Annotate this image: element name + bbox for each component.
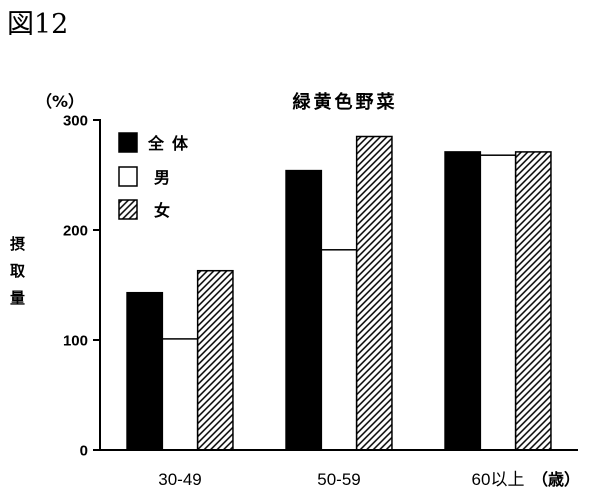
bar-male-group-1 xyxy=(161,338,199,451)
y-tick-label: 200 xyxy=(63,223,88,240)
axes xyxy=(99,119,578,451)
bar-total-group-3 xyxy=(444,151,482,451)
x-tick-label: 50-59 xyxy=(317,470,360,489)
legend-swatch-male xyxy=(118,166,138,187)
bar-male-group-2 xyxy=(320,249,358,451)
y-tick-label: 0 xyxy=(80,443,88,460)
y-tick-label: 300 xyxy=(63,113,88,130)
x-tick-label: 60以上 xyxy=(472,470,525,489)
y-tick-label: 100 xyxy=(63,333,88,350)
bars xyxy=(126,135,552,451)
legend-label-total: 全体 xyxy=(147,134,196,153)
bar-total-group-1 xyxy=(126,291,164,451)
bar-total-group-2 xyxy=(285,169,323,451)
y-axis-unit: （%） xyxy=(36,92,84,111)
bar-female-group-1 xyxy=(196,269,234,451)
legend-label-female: 女 xyxy=(154,201,178,220)
y-ticks: 0 100 200 300 xyxy=(63,113,100,460)
legend-swatch-total xyxy=(118,132,138,153)
y-axis-label: 摂取量 xyxy=(8,236,26,317)
legend-swatch-female xyxy=(118,199,138,220)
legend-label-male: 男 xyxy=(154,168,178,187)
bar-male-group-3 xyxy=(479,154,517,451)
x-tick-label: 30-49 xyxy=(158,470,201,489)
figure-label: 図12 xyxy=(7,9,68,40)
bar-female-group-3 xyxy=(514,151,552,451)
x-tick-labels: 30-49 50-59 60以上 xyxy=(158,470,524,489)
chart-title: 緑黄色野菜 xyxy=(293,91,398,113)
bar-female-group-2 xyxy=(355,135,393,451)
x-axis-unit: （歳） xyxy=(532,470,580,489)
legend: 全体 男 女 xyxy=(118,132,196,220)
